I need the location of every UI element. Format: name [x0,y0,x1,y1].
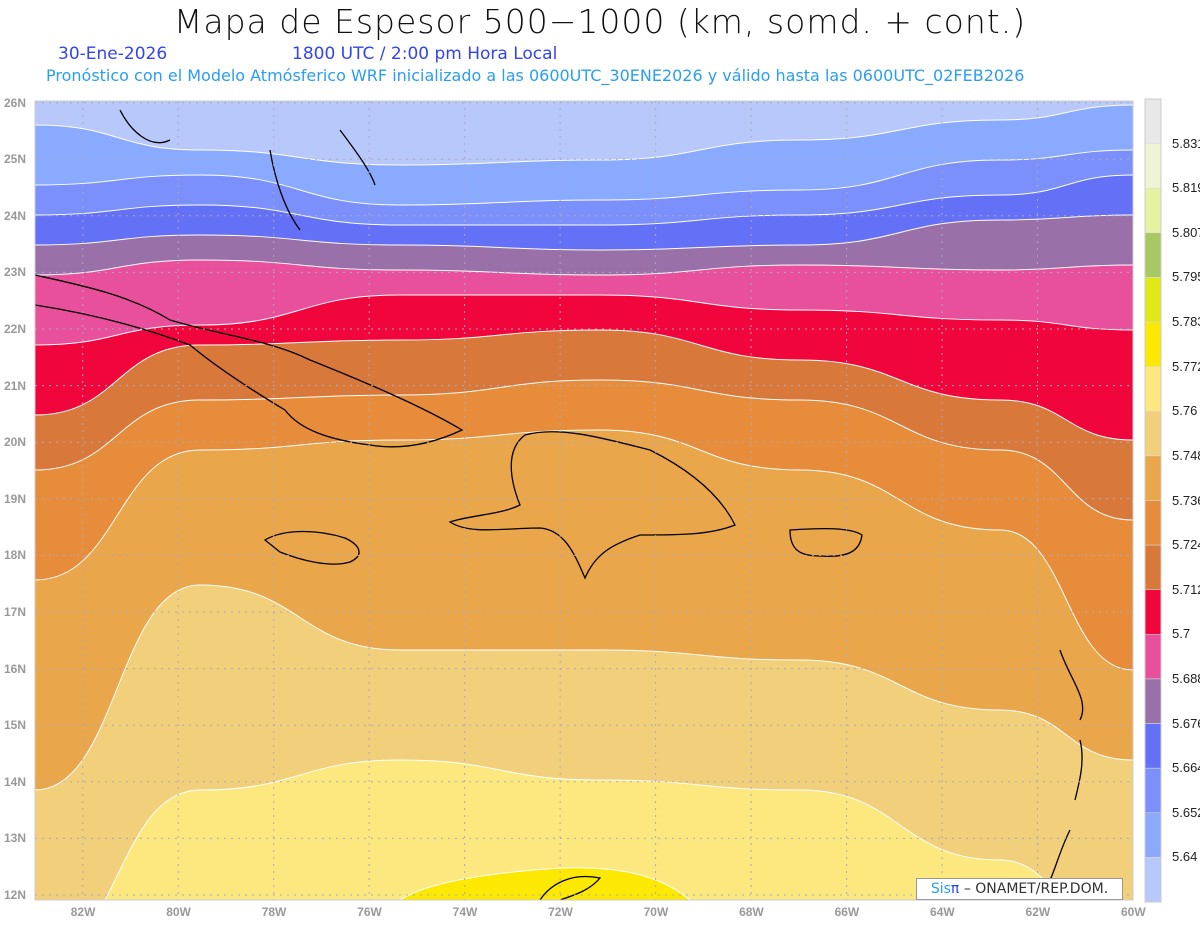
coastline [539,875,602,900]
lat-label: 24N [4,208,27,223]
map-frame [34,100,1134,901]
lat-label: 22N [4,322,27,336]
colorbar-label: 5.7 [1172,626,1191,642]
colorbar-label: 5.64 [1172,849,1198,865]
coastline [263,530,360,565]
colorbar-swatch [1144,723,1162,769]
colorbar-swatch [1144,767,1162,814]
lat-label: 23N [4,265,27,280]
lat-label: 20N [4,435,27,450]
contour-line [35,584,1133,791]
lat-label: 19N [4,491,27,506]
colorbar-frame [1144,98,1162,903]
forecast-subtitle: Pronóstico con el Modelo Atmósferico WRF… [46,66,1025,85]
colorbar-label: 5.712 [1172,581,1200,597]
contour-line [104,759,1061,900]
colorbar-swatch [1144,232,1162,278]
thickness-band [35,760,1133,900]
lat-label: 14N [4,774,27,789]
coastline [269,149,301,231]
contour-line [35,104,1133,166]
colorbar-label: 5.76 [1172,403,1198,419]
lon-label: 68W [739,905,764,919]
colorbar-swatch [1144,321,1162,367]
lat-label: 17N [4,605,27,619]
lon-label: 82W [70,905,96,919]
credit-pi: π [950,881,960,897]
contour-line [35,379,1133,521]
credit-box: Sisπ – ONAMET/REP.DOM. [916,878,1123,900]
lon-label: 74W [452,905,478,919]
contour-line [35,149,1133,206]
colorbar-label: 5.736 [1172,492,1200,508]
lat-label: 26N [4,95,27,110]
colorbar-label: 5.724 [1172,537,1200,553]
contour-line [35,259,1133,276]
lon-label: 64W [930,905,955,919]
colorbar-swatch [1144,634,1162,680]
forecast-time: 1800 UTC / 2:00 pm Hora Local [292,44,558,64]
coastline [339,129,376,186]
colorbar-swatch [1144,187,1162,234]
lon-label: 62W [1025,905,1051,919]
colorbar-swatch [1144,455,1162,501]
colorbar-swatch [1144,589,1162,635]
contour-line [35,294,1133,346]
credit-brand: Sis [930,881,951,897]
lat-label: 15N [4,718,27,733]
colorbar-label: 5.772 [1172,358,1200,374]
colorbar-label: 5.688 [1172,670,1200,686]
thickness-band [399,867,691,900]
lon-label: 76W [357,905,382,919]
lat-label: 16N [4,661,27,676]
colorbar-swatch [1144,277,1162,323]
colorbar-label: 5.807 [1172,224,1200,240]
contour-line [35,329,1133,441]
coastline [789,527,863,557]
coastline [1049,649,1084,881]
colorbar-swatch [1144,143,1162,189]
colorbar-label: 5.748 [1172,447,1200,463]
lat-label: 21N [4,378,27,393]
lon-label: 78W [261,905,287,919]
contour-line [35,174,1133,226]
colorbar-swatch [1144,98,1162,144]
lon-label: 80W [166,905,191,919]
colorbar-label: 5.819 [1172,180,1200,196]
colorbar-label: 5.795 [1172,269,1200,285]
lon-label: 72W [548,905,573,919]
lon-label: 60W [1121,905,1146,919]
forecast-date: 30-Ene-2026 [58,44,168,64]
lon-label: 70W [643,905,669,919]
colorbar-swatch [1144,678,1162,724]
coastline [35,274,464,448]
colorbar-label: 5.676 [1172,715,1200,731]
colorbar-swatch [1144,411,1162,457]
lat-label: 13N [4,831,27,846]
contour-line [35,214,1133,251]
lon-label: 66W [834,905,860,919]
map-title: Mapa de Espesor 500−1000 (km, somd. + co… [173,2,1027,41]
colorbar-swatch [1144,812,1162,858]
colorbar-label: 5.652 [1172,804,1200,820]
colorbar-label: 5.783 [1172,314,1200,330]
colorbar-label: 5.831 [1172,135,1200,151]
lat-label: 18N [4,548,27,563]
contour-line [35,429,1133,671]
colorbar-swatch [1144,857,1162,903]
coastline [119,109,171,144]
colorbar-label: 5.664 [1172,760,1200,776]
colorbar-swatch [1144,544,1162,590]
colorbar-swatch [1144,500,1162,546]
lat-label: 12N [4,888,27,902]
colorbar-swatch [1144,366,1162,412]
credit-text: – ONAMET/REP.DOM. [963,881,1109,897]
lat-label: 25N [4,152,27,167]
